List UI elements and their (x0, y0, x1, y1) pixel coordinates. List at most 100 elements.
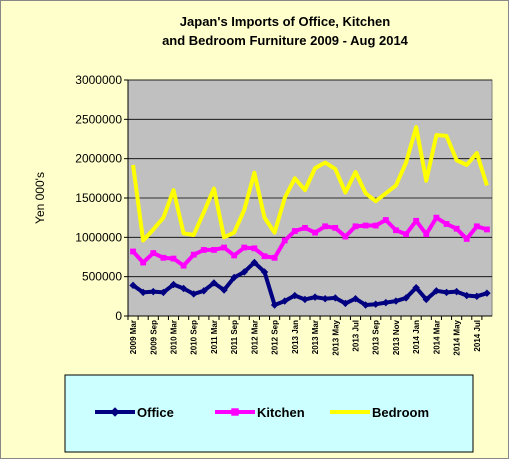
data-point (342, 233, 349, 240)
y-tick-label: 0 (115, 309, 122, 323)
x-tick-label: 2014 Jul (473, 320, 482, 352)
data-point (443, 221, 450, 227)
data-point (160, 254, 167, 261)
data-point (473, 223, 480, 230)
data-point (250, 258, 259, 267)
data-point (149, 287, 157, 296)
x-tick-label: 2010 Sep (190, 320, 199, 355)
data-point (281, 237, 288, 244)
data-point (180, 262, 187, 269)
x-tick-label: 2013 May (331, 319, 340, 355)
data-point (442, 288, 451, 297)
x-tick-label: 2012 Mar (250, 320, 259, 354)
data-point (322, 223, 329, 230)
y-tick-label: 3000000 (75, 73, 122, 87)
data-point (241, 244, 248, 251)
x-tick-label: 2013 Jan (291, 320, 300, 354)
data-point (393, 227, 399, 234)
data-point (351, 294, 360, 303)
data-point (271, 254, 278, 261)
data-point (139, 288, 147, 297)
data-point (231, 252, 238, 259)
data-point (483, 289, 491, 297)
data-point (190, 290, 198, 298)
x-tick-label: 2013 Nov (392, 319, 401, 355)
data-point (200, 247, 207, 253)
data-point (463, 291, 471, 300)
data-point (473, 292, 481, 301)
data-point (484, 226, 490, 233)
data-point (291, 291, 299, 300)
data-point (321, 294, 329, 303)
data-point (221, 244, 227, 251)
data-point (200, 287, 208, 295)
data-point (361, 301, 370, 309)
data-point (382, 298, 390, 307)
data-point (423, 231, 430, 238)
data-point (190, 251, 197, 258)
data-point (372, 222, 379, 229)
y-tick-label: 2500000 (75, 112, 122, 126)
data-point (170, 255, 177, 262)
data-point (403, 231, 409, 238)
data-point (372, 300, 380, 308)
data-point (302, 224, 308, 231)
data-point (362, 222, 369, 229)
legend-marker (110, 407, 120, 417)
x-tick-label: 2013 Jul (352, 320, 361, 352)
data-point (352, 223, 359, 230)
data-point (281, 297, 289, 305)
data-point (452, 287, 461, 296)
x-tick-label: 2010 Mar (170, 320, 179, 354)
y-tick-label: 1000000 (75, 230, 122, 244)
data-point (150, 250, 157, 256)
data-point (270, 301, 279, 309)
data-point (311, 293, 319, 301)
data-point (433, 214, 440, 221)
x-tick-label: 2014 Mar (432, 320, 441, 354)
data-point (211, 247, 217, 253)
data-point (382, 217, 389, 223)
x-tick-label: 2009 Mar (129, 320, 138, 354)
x-tick-label: 2012 Sep (271, 320, 280, 355)
y-tick-label: 2000000 (75, 152, 122, 166)
data-point (392, 297, 400, 305)
data-point (332, 224, 339, 231)
data-point (210, 279, 218, 287)
data-point (422, 295, 430, 304)
data-point (463, 236, 470, 242)
data-point (312, 229, 318, 236)
data-point (159, 288, 168, 297)
legend-label: Office (137, 405, 174, 420)
y-tick-label: 500000 (82, 270, 122, 284)
data-point (251, 245, 258, 252)
y-tick-label: 1500000 (75, 191, 122, 205)
x-tick-label: 2014 Jan (412, 320, 421, 354)
data-point (260, 268, 269, 276)
x-tick-label: 2011 Mar (210, 320, 219, 354)
data-point (432, 287, 441, 295)
data-point (453, 225, 460, 232)
legend-label: Bedroom (372, 405, 429, 420)
data-point (240, 268, 248, 276)
legend-marker (231, 408, 239, 416)
x-tick-label: 2014 May (453, 319, 462, 355)
series-line (131, 125, 489, 243)
data-point (140, 259, 147, 266)
data-point (402, 294, 410, 302)
data-point (413, 217, 420, 224)
data-point (261, 253, 268, 260)
data-point (129, 281, 137, 290)
x-tick-label: 2011 Sep (230, 320, 239, 354)
data-point (169, 280, 178, 289)
data-point (220, 286, 228, 294)
x-tick-label: 2013 Sep (372, 320, 381, 355)
chart-title: and Bedroom Furniture 2009 - Aug 2014 (162, 33, 409, 48)
data-point (291, 228, 298, 234)
legend-label: Kitchen (257, 405, 305, 420)
data-point (179, 284, 188, 293)
data-point (341, 299, 350, 308)
chart-title: Japan's Imports of Office, Kitchen (180, 14, 390, 29)
data-point (331, 294, 339, 302)
